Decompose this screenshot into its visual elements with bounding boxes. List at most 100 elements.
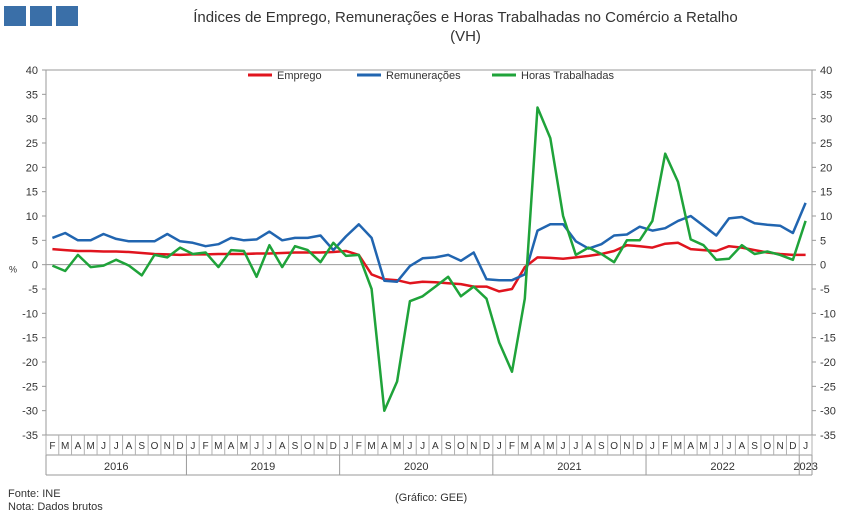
legend-label: Remunerações — [386, 70, 461, 82]
x-tick-label: F — [509, 441, 515, 452]
x-tick-label: M — [521, 441, 529, 452]
x-tick-label: J — [267, 441, 272, 452]
x-tick-label: S — [138, 441, 145, 452]
y-tick-label-right: 30 — [820, 114, 832, 126]
chart-title-line1: Índices de Emprego, Remunerações e Horas… — [193, 9, 738, 26]
y-tick-label-right: -15 — [820, 333, 836, 345]
x-tick-label: S — [445, 441, 452, 452]
x-tick-label: O — [457, 441, 465, 452]
x-tick-label: A — [585, 441, 592, 452]
y-tick-label-right: 35 — [820, 89, 832, 101]
y-tick-label-right: 10 — [820, 211, 832, 223]
y-tick-label: -10 — [22, 308, 38, 320]
year-label: 2019 — [251, 461, 275, 473]
x-tick-label: D — [636, 441, 643, 452]
y-tick-label: 0 — [32, 260, 38, 272]
chart-title: Índices de Emprego, Remunerações e Horas… — [80, 8, 851, 46]
series-line-horas-trabalhadas — [51, 106, 807, 412]
y-tick-label: 15 — [26, 187, 38, 199]
x-tick-label: O — [304, 441, 312, 452]
x-tick-label: O — [151, 441, 159, 452]
x-tick-label: N — [623, 441, 630, 452]
x-tick-label: J — [420, 441, 425, 452]
year-label: 2021 — [557, 461, 581, 473]
y-tick-label: 20 — [26, 162, 38, 174]
x-tick-label: M — [699, 441, 707, 452]
x-tick-label: J — [344, 441, 349, 452]
x-tick-label: M — [87, 441, 95, 452]
x-tick-label: J — [727, 441, 732, 452]
x-tick-label: J — [573, 441, 578, 452]
y-tick-label-right: 25 — [820, 138, 832, 150]
x-tick-label: A — [228, 441, 235, 452]
ine-logo — [4, 6, 78, 26]
x-tick-label: S — [751, 441, 758, 452]
y-tick-label-right: -30 — [820, 406, 836, 418]
x-tick-label: A — [279, 441, 286, 452]
y-tick-label: -25 — [22, 381, 38, 393]
x-tick-label: A — [381, 441, 388, 452]
logo-block — [4, 6, 26, 26]
x-tick-label: M — [367, 441, 375, 452]
year-label: 2023 — [793, 461, 817, 473]
x-tick-label: A — [75, 441, 82, 452]
x-tick-label: D — [330, 441, 337, 452]
x-tick-label: J — [101, 441, 106, 452]
x-tick-label: M — [674, 441, 682, 452]
y-tick-label: -20 — [22, 357, 38, 369]
x-tick-label: A — [534, 441, 541, 452]
x-tick-label: M — [240, 441, 248, 452]
x-tick-label: N — [164, 441, 171, 452]
x-tick-label: F — [203, 441, 209, 452]
x-tick-label: F — [662, 441, 668, 452]
y-tick-label: 35 — [26, 89, 38, 101]
year-label: 2020 — [404, 461, 428, 473]
x-tick-label: J — [803, 441, 808, 452]
series-line-remunera-es — [51, 202, 807, 283]
year-label: 2016 — [104, 461, 128, 473]
x-tick-label: J — [714, 441, 719, 452]
x-tick-label: D — [483, 441, 490, 452]
x-tick-label: D — [789, 441, 796, 452]
y-tick-label-right: -25 — [820, 381, 836, 393]
y-tick-label-right: -20 — [820, 357, 836, 369]
x-tick-label: D — [176, 441, 183, 452]
plot-frame — [45, 69, 813, 436]
x-tick-label: S — [598, 441, 605, 452]
y-tick-label-right: 5 — [820, 235, 826, 247]
y-tick-label: 30 — [26, 114, 38, 126]
x-tick-label: S — [292, 441, 299, 452]
x-tick-label: M — [393, 441, 401, 452]
y-tick-label: -30 — [22, 406, 38, 418]
x-tick-label: J — [561, 441, 566, 452]
y-tick-label: -35 — [22, 430, 38, 442]
y-tick-label-right: -5 — [820, 284, 830, 296]
x-tick-label: M — [214, 441, 222, 452]
y-tick-label: -5 — [28, 284, 38, 296]
y-tick-label: 40 — [26, 65, 38, 77]
x-tick-label: F — [356, 441, 362, 452]
data-note: Nota: Dados brutos — [8, 501, 103, 513]
source-note: Fonte: INE — [8, 488, 61, 500]
logo-block — [30, 6, 52, 26]
legend-label: Horas Trabalhadas — [521, 70, 614, 82]
x-tick-label: A — [432, 441, 439, 452]
x-tick-label: N — [776, 441, 783, 452]
y-tick-label: -15 — [22, 333, 38, 345]
x-tick-label: A — [126, 441, 133, 452]
y-tick-label-right: 20 — [820, 162, 832, 174]
x-tick-label: A — [738, 441, 745, 452]
y-tick-label: 25 — [26, 138, 38, 150]
logo-block — [56, 6, 78, 26]
credit-note: (Gráfico: GEE) — [395, 492, 468, 504]
y-tick-label-right: -35 — [820, 430, 836, 442]
x-tick-label: N — [470, 441, 477, 452]
y-tick-label: 10 — [26, 211, 38, 223]
x-tick-label: M — [546, 441, 554, 452]
x-tick-label: J — [254, 441, 259, 452]
x-tick-label: F — [49, 441, 55, 452]
y-axis-label: % — [9, 265, 17, 275]
y-tick-label-right: 0 — [820, 260, 826, 272]
x-tick-label: N — [317, 441, 324, 452]
